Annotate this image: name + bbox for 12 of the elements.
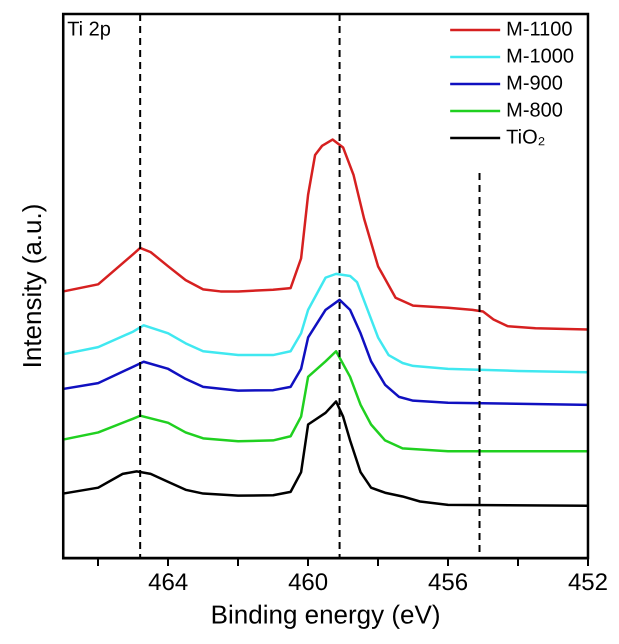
legend-label: M-900 <box>506 72 563 95</box>
legend-label: M-800 <box>506 100 563 122</box>
x-tick-label: 464 <box>148 569 188 596</box>
x-tick-label: 456 <box>428 569 468 596</box>
x-tick-label: 460 <box>288 569 328 596</box>
x-axis-title: Binding energy (eV) <box>210 600 440 630</box>
text: Ti 2p <box>67 18 111 41</box>
y-axis-title: Intensity (a.u.) <box>16 204 47 368</box>
legend-label: M-1100 <box>506 18 572 41</box>
legend-label: TiO₂ <box>506 126 546 149</box>
legend-label: M-1000 <box>506 46 574 68</box>
x-tick-label: 452 <box>568 569 608 596</box>
